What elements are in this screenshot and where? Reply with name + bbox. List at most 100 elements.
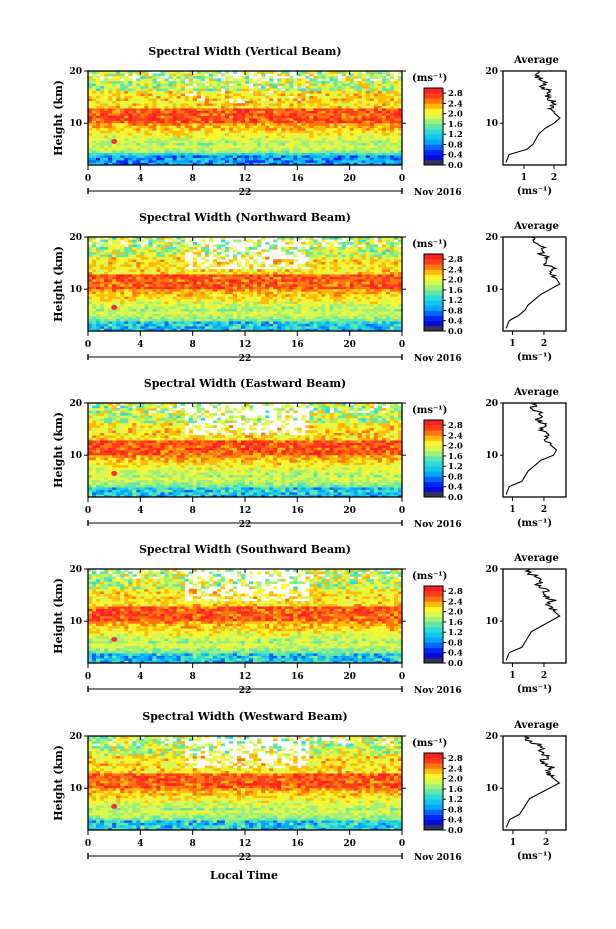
panel-northward: Spectral Width (Northward Beam)0 4 8 12 16 20… xyxy=(52,211,567,364)
date-label: Nov 2016 xyxy=(414,520,462,530)
profile-y-tick-label: 10 xyxy=(485,784,498,794)
profile-title: Average xyxy=(513,55,559,66)
colorbar-tick-label: 0.8 xyxy=(448,306,463,316)
colorbar-tick-label: 0.8 xyxy=(448,472,463,482)
y-tick-label: 20 xyxy=(69,565,82,575)
red-spot xyxy=(111,139,118,144)
panel-vertical: Spectral Width (Vertical Beam)0 4 8 12 16 20 0… xyxy=(52,45,567,198)
date-label: Nov 2016 xyxy=(414,686,462,696)
panel-southward: Spectral Width (Southward Beam)0 4 8 12 16 20… xyxy=(52,543,567,696)
profile-title: Average xyxy=(513,720,559,731)
colorbar-tick-label: 2.8 xyxy=(448,754,463,764)
colorbar-tick-label: 1.6 xyxy=(448,452,463,462)
colorbar-frame xyxy=(423,87,444,166)
y-axis-label: Height (km) xyxy=(52,246,65,322)
colorbar-tick-label: 0.8 xyxy=(448,638,463,648)
day-label: 22 xyxy=(239,853,252,863)
x-tick-label: 0 xyxy=(399,672,405,682)
day-label: 22 xyxy=(239,354,252,364)
colorbar-tick-label: 2.0 xyxy=(448,442,463,452)
profile-frame xyxy=(502,735,567,831)
colorbar xyxy=(424,420,443,498)
colorbar-unit: (ms⁻¹) xyxy=(412,405,447,416)
panel-title: Spectral Width (Vertical Beam) xyxy=(148,45,341,58)
x-tick-label: 0 xyxy=(85,340,91,350)
heatmap-cells xyxy=(88,569,403,664)
date-label: Nov 2016 xyxy=(414,188,462,198)
profile-y-tick-label: 10 xyxy=(485,451,498,461)
colorbar-unit: (ms⁻¹) xyxy=(412,738,447,749)
profile-x-tick-label: 2 xyxy=(551,173,557,183)
profile-x-tick-label: 1 xyxy=(509,505,515,515)
y-tick-label: 20 xyxy=(69,732,82,742)
colorbar-tick-label: 2.0 xyxy=(448,110,463,120)
y-tick-label: 10 xyxy=(69,784,82,794)
heatmap-cells xyxy=(88,403,403,498)
colorbar-tick-label: 2.4 xyxy=(448,597,463,607)
profile-y-tick-label: 20 xyxy=(485,399,498,409)
date-label: Nov 2016 xyxy=(414,853,462,863)
profile-line xyxy=(505,735,561,828)
colorbar-tick-label: 0.0 xyxy=(448,327,463,337)
profile-x-label: (ms⁻¹) xyxy=(517,518,552,529)
profile-y-tick-label: 20 xyxy=(485,732,498,742)
x-tick-label: 12 xyxy=(239,340,252,350)
colorbar-unit: (ms⁻¹) xyxy=(412,73,447,84)
profile-x-label: (ms⁻¹) xyxy=(517,186,552,197)
y-tick-label: 10 xyxy=(69,451,82,461)
x-tick-label: 0 xyxy=(85,174,91,184)
y-tick-label: 20 xyxy=(69,233,82,243)
profile-x-tick-label: 2 xyxy=(541,339,547,349)
profile-x-label: (ms⁻¹) xyxy=(517,352,552,363)
profile-x-tick-label: 2 xyxy=(541,671,547,681)
colorbar-tick-label: 0.4 xyxy=(448,151,463,161)
x-tick-label: 12 xyxy=(239,839,252,849)
x-tick-label: 0 xyxy=(85,506,91,516)
colorbar-tick-label: 1.2 xyxy=(448,795,463,805)
colorbar-tick-label: 0.4 xyxy=(448,317,463,327)
profile-y-tick-label: 20 xyxy=(485,233,498,243)
day-label: 22 xyxy=(239,686,252,696)
x-tick-label: 4 xyxy=(137,340,143,350)
x-tick-label: 16 xyxy=(291,174,304,184)
colorbar-tick-label: 2.0 xyxy=(448,276,463,286)
colorbar-tick-label: 2.4 xyxy=(448,431,463,441)
x-tick-label: 8 xyxy=(190,672,196,682)
x-tick-label: 16 xyxy=(291,506,304,516)
profile-x-tick-label: 1 xyxy=(521,173,527,183)
x-tick-label: 8 xyxy=(190,174,196,184)
y-tick-label: 10 xyxy=(69,617,82,627)
y-axis-label: Height (km) xyxy=(52,412,65,488)
x-tick-label: 4 xyxy=(137,506,143,516)
colorbar-frame xyxy=(423,585,444,664)
y-tick-label: 20 xyxy=(69,67,82,77)
day-label: 22 xyxy=(239,188,252,198)
profile-x-label: (ms⁻¹) xyxy=(517,684,552,695)
x-tick-label: 4 xyxy=(137,174,143,184)
y-axis-label: Height (km) xyxy=(52,745,65,821)
profile-x-tick-label: 1 xyxy=(510,838,516,848)
profile-frame xyxy=(502,236,567,332)
profile-line xyxy=(505,568,561,661)
x-tick-label: 20 xyxy=(343,174,356,184)
x-tick-label: 16 xyxy=(291,340,304,350)
x-tick-label: 20 xyxy=(343,839,356,849)
x-tick-label: 0 xyxy=(85,839,91,849)
colorbar-tick-label: 0.8 xyxy=(448,805,463,815)
colorbar-tick-label: 2.4 xyxy=(448,764,463,774)
colorbar-tick-label: 0.8 xyxy=(448,140,463,150)
profile-line xyxy=(505,70,561,163)
colorbar-unit: (ms⁻¹) xyxy=(412,239,447,250)
profile-title: Average xyxy=(513,553,559,564)
colorbar-tick-label: 2.8 xyxy=(448,255,463,265)
colorbar-tick-label: 0.0 xyxy=(448,161,463,171)
colorbar-tick-label: 0.4 xyxy=(448,816,463,826)
colorbar-tick-label: 2.4 xyxy=(448,265,463,275)
heatmap-cells xyxy=(88,237,403,332)
x-tick-label: 0 xyxy=(399,340,405,350)
colorbar-tick-label: 2.8 xyxy=(448,587,463,597)
profile-title: Average xyxy=(513,387,559,398)
profile-frame xyxy=(502,402,567,498)
colorbar xyxy=(424,254,443,332)
profile-x-tick-label: 1 xyxy=(509,671,515,681)
